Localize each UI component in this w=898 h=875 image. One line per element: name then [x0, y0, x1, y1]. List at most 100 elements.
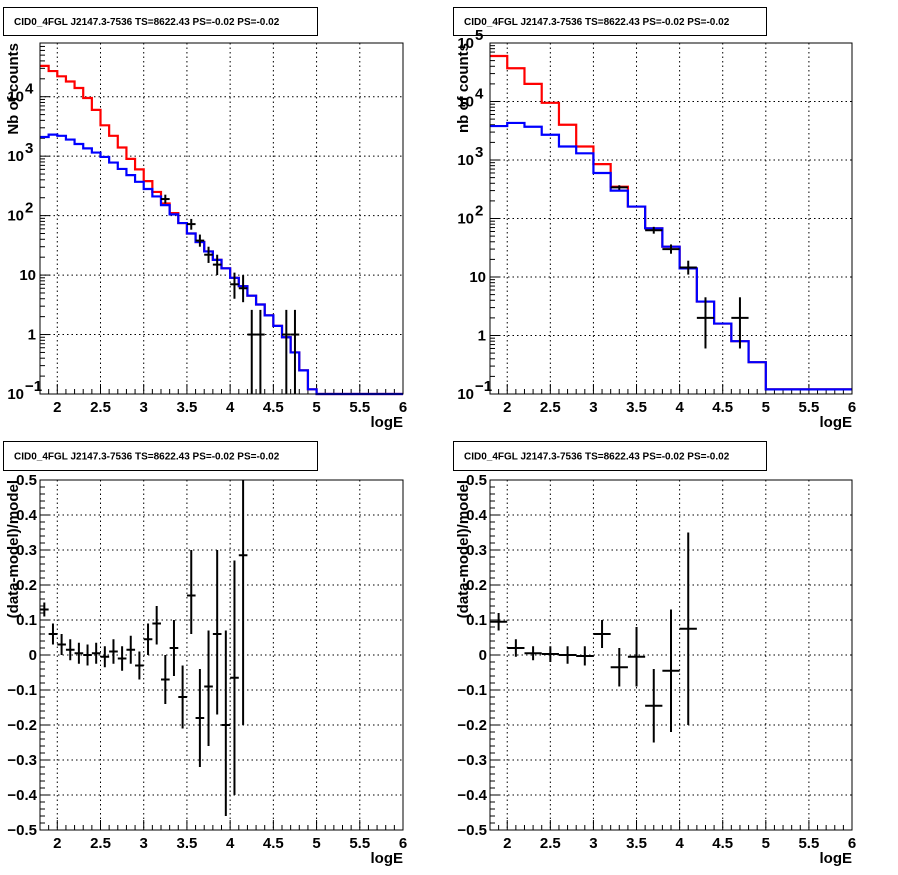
y-tick-exponent: −1 — [475, 378, 492, 395]
data-point — [679, 260, 697, 275]
plot-frame — [489, 42, 853, 395]
title-box — [3, 7, 318, 36]
data-point — [161, 194, 170, 204]
x-tick-label: 5 — [762, 399, 770, 416]
data-point — [83, 644, 92, 666]
model-histogram-blue — [490, 121, 852, 391]
x-tick-label: 3 — [140, 835, 148, 852]
y-tick-label: −0.3 — [7, 752, 37, 769]
x-tick-label: 3.5 — [176, 835, 197, 852]
x-tick-label: 2.5 — [90, 399, 111, 416]
x-tick-label: 3.5 — [176, 399, 197, 416]
data-point — [100, 646, 110, 668]
y-tick-exponent: −1 — [25, 378, 42, 395]
data-point — [593, 620, 611, 648]
x-tick-label: 2.5 — [540, 835, 561, 852]
data-point — [74, 642, 84, 664]
data-point — [610, 185, 628, 190]
data-point — [117, 646, 127, 671]
x-tick-label: 6 — [399, 399, 407, 416]
data-point — [558, 646, 577, 664]
data-point — [576, 646, 594, 666]
data-point — [48, 623, 58, 645]
x-tick-label: 4 — [675, 835, 684, 852]
data-point — [195, 234, 205, 247]
data-point — [238, 275, 248, 303]
y-tick-label: −0.1 — [457, 682, 487, 699]
y-tick-label: 10 — [7, 89, 24, 106]
x-tick-label: 5.5 — [798, 399, 819, 416]
x-tick-label: 5.5 — [798, 835, 819, 852]
x-axis-label: logE — [820, 414, 853, 431]
y-tick-label: 1 — [478, 328, 486, 345]
x-tick-label: 4.5 — [263, 835, 284, 852]
data-point — [679, 532, 697, 725]
y-tick-label: 10 — [7, 208, 24, 225]
data-point — [152, 606, 161, 645]
x-tick-label: 5.5 — [349, 835, 370, 852]
data-point — [169, 620, 179, 676]
y-tick-label: −0.2 — [457, 717, 487, 734]
data-point — [186, 550, 196, 634]
panel-top-right: CID0_4FGL J2147.3-7536 TS=8622.43 PS=-0.… — [453, 7, 856, 431]
x-tick-label: 5 — [762, 835, 770, 852]
y-tick-label: 10 — [7, 386, 24, 403]
data-point — [212, 254, 222, 276]
chart-title: CID0_4FGL J2147.3-7536 TS=8622.43 PS=-0.… — [14, 452, 280, 463]
x-tick-label: 4 — [226, 835, 235, 852]
model-histogram-red — [490, 54, 852, 391]
panel-bottom-right: CID0_4FGL J2147.3-7536 TS=8622.43 PS=-0.… — [453, 441, 856, 867]
y-tick-label: 0.5 — [16, 472, 37, 489]
y-tick-label: 0.1 — [466, 612, 487, 629]
data-point — [290, 309, 300, 394]
x-axis-label: logE — [371, 414, 404, 431]
data-point — [490, 613, 508, 631]
y-tick-label: 10 — [457, 152, 474, 169]
data-point — [65, 639, 75, 661]
data-point — [645, 226, 663, 234]
x-tick-label: 4 — [675, 399, 684, 416]
data-point — [186, 218, 196, 230]
x-tick-label: 4 — [226, 399, 235, 416]
x-axis-label: logE — [820, 850, 853, 867]
x-tick-label: 3.5 — [626, 399, 647, 416]
y-tick-label: −0.5 — [7, 822, 37, 839]
data-point — [161, 655, 170, 704]
title-box — [453, 7, 767, 36]
x-tick-label: 3 — [140, 399, 148, 416]
y-tick-label: 0.2 — [16, 577, 37, 594]
data-point — [247, 309, 257, 394]
model-histogram-blue — [40, 133, 403, 396]
x-tick-label: 2 — [53, 399, 61, 416]
y-axis-label: (data-model)/model — [455, 480, 472, 618]
data-point — [135, 651, 144, 680]
data-point — [57, 634, 66, 655]
plot-frame — [39, 479, 404, 831]
x-axis-label: logE — [371, 850, 404, 867]
y-tick-label: −0.4 — [457, 787, 487, 804]
data-point — [524, 646, 542, 661]
x-tick-label: 3.5 — [626, 835, 647, 852]
x-tick-label: 3 — [589, 399, 597, 416]
y-tick-label: 10 — [469, 269, 486, 286]
chart-title: CID0_4FGL J2147.3-7536 TS=8622.43 PS=-0.… — [14, 17, 280, 28]
data-point — [731, 297, 749, 349]
y-tick-label: 0.5 — [466, 472, 487, 489]
chart-title: CID0_4FGL J2147.3-7536 TS=8622.43 PS=-0.… — [464, 17, 730, 28]
data-point — [178, 665, 187, 729]
y-axis-label: (data-model)/model — [5, 480, 22, 618]
panel-bottom-left: CID0_4FGL J2147.3-7536 TS=8622.43 PS=-0.… — [3, 441, 407, 867]
y-tick-exponent: 3 — [25, 140, 33, 157]
data-point — [109, 639, 118, 664]
plot-frame — [39, 42, 404, 395]
title-box — [453, 441, 767, 471]
y-tick-exponent: 5 — [475, 27, 483, 44]
y-tick-label: 10 — [7, 148, 24, 165]
x-tick-label: 5 — [312, 835, 320, 852]
y-tick-label: −0.5 — [457, 822, 487, 839]
x-tick-label: 2 — [503, 835, 511, 852]
y-tick-label: 10 — [457, 386, 474, 403]
model-histogram-red — [40, 64, 403, 396]
plot-frame — [489, 479, 853, 831]
x-tick-label: 5 — [312, 399, 320, 416]
